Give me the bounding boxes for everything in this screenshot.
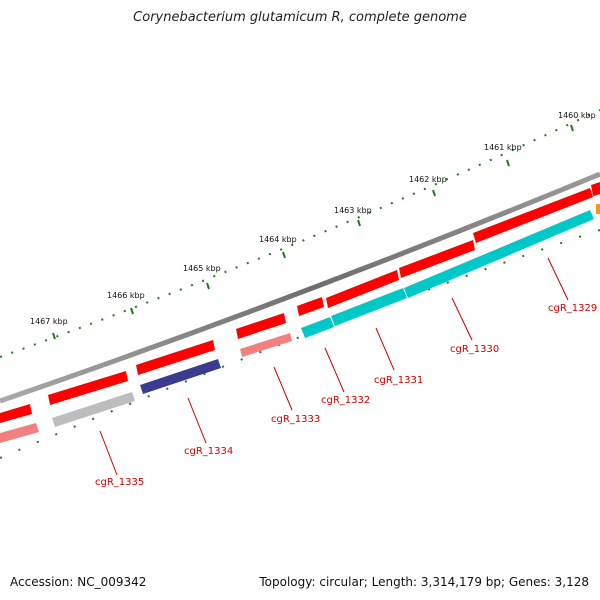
gene-feature[interactable] [301,317,334,338]
tick-mark [206,282,210,290]
gene-feature[interactable] [52,392,135,427]
gene-feature[interactable] [140,359,221,394]
major-ticks [52,124,574,340]
accession-text: Accession: NC_009342 [10,575,147,589]
genome-backbone [0,171,600,404]
cds-feature[interactable] [399,240,475,278]
gene-label[interactable]: cgR_1332 [321,395,370,406]
tick-label: 1462 kbp [409,175,447,184]
tick-label: 1467 kbp [30,317,68,326]
map-title: Corynebacterium glutamicum R, complete g… [133,10,467,25]
gene-label[interactable]: cgR_1335 [95,477,144,488]
tick-mark [130,307,134,315]
tick-labels: 1460 kbp 1461 kbp 1462 kbp 1463 kbp 1464… [30,111,596,326]
gene-feature[interactable] [404,210,594,298]
leader-line [451,297,473,341]
tick-mark [282,251,286,259]
gene-label[interactable]: cgR_1331 [374,375,423,386]
gene-feature[interactable] [331,288,407,326]
genome-summary: Topology: circular; Length: 3,314,179 bp… [259,575,589,589]
tick-mark [432,189,436,197]
orange-feature[interactable] [596,204,600,214]
gene-label[interactable]: cgR_1330 [450,344,499,355]
cds-feature[interactable] [236,313,286,339]
leader-line [99,430,118,476]
gene-labels: cgR_1329 cgR_1330 cgR_1331 cgR_1332 cgR_… [95,303,597,488]
gene-label[interactable]: cgR_1333 [271,414,320,425]
tick-mark [357,219,361,227]
tick-label: 1461 kbp [484,143,522,152]
cds-feature[interactable] [473,188,593,243]
tick-label: 1460 kbp [558,111,596,120]
tick-label: 1466 kbp [107,291,145,300]
tick-mark [506,159,510,167]
tick-label: 1465 kbp [183,264,221,273]
leader-line [273,366,293,411]
tick-label: 1464 kbp [259,235,297,244]
gene-feature[interactable] [240,333,292,357]
leader-line [375,327,395,371]
forward-strand-features [0,182,600,423]
tick-mark [52,332,56,340]
leader-line [547,257,569,301]
label-leaders [99,257,569,476]
cds-feature[interactable] [136,340,215,375]
gene-feature[interactable] [0,423,39,443]
cds-feature[interactable] [297,297,324,316]
leader-line [324,347,345,393]
cds-feature[interactable] [326,270,399,308]
tick-label: 1463 kbp [334,206,372,215]
gene-label[interactable]: cgR_1329 [548,303,597,314]
cds-feature[interactable] [48,371,128,405]
cds-feature[interactable] [0,404,32,423]
cds-feature-edge[interactable] [591,182,600,196]
gene-label[interactable]: cgR_1334 [184,446,233,457]
leader-line [187,397,207,444]
tick-mark [570,124,574,132]
reverse-strand-features [0,210,594,443]
